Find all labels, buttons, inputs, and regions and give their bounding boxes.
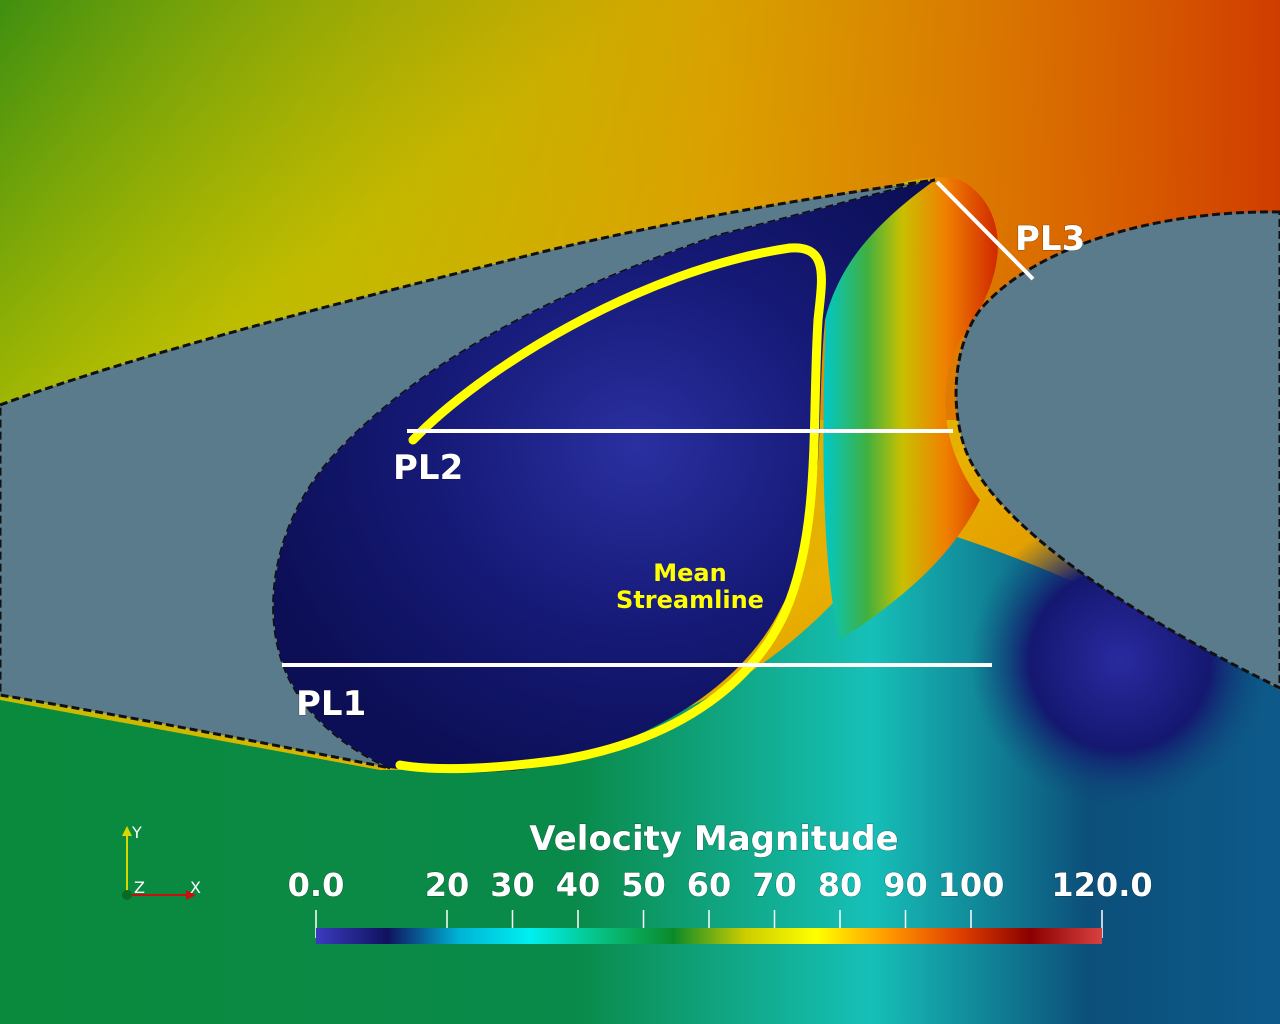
colorbar-tick-label: 50 (621, 866, 666, 904)
streamline-label-line1: Mean (653, 559, 726, 587)
colorbar-tick-label: 30 (490, 866, 535, 904)
flow-field-lower (0, 520, 1280, 1024)
flap-element-solid (954, 210, 1280, 690)
triad-z-origin-icon (122, 890, 132, 900)
colorbar-ramp (316, 928, 1102, 944)
colorbar-tick-label: 100 (938, 866, 1005, 904)
colorbar-tick-label: 0.0 (288, 866, 345, 904)
label-pl2: PL2 (393, 448, 463, 488)
gap-flow-region (823, 177, 998, 641)
label-pl1: PL1 (296, 684, 366, 724)
triad-x-arrow-icon (186, 890, 196, 900)
streamline-label-line2: Streamline (616, 586, 764, 614)
colorbar-tick-label: 70 (752, 866, 797, 904)
colorbar-tick-label: 40 (556, 866, 601, 904)
colorbar-tick-label: 80 (818, 866, 863, 904)
triad-x-label: X (190, 878, 201, 897)
colorbar-ticks: 0.0 20 30 40 50 60 70 80 90 100 120.0 (287, 866, 1153, 938)
colorbar-tick-label: 120.0 (1051, 866, 1152, 904)
colorbar-title: Velocity Magnitude (529, 819, 898, 859)
colorbar: Velocity Magnitude 0.0 20 30 40 50 60 70 80 90 10… (287, 819, 1153, 944)
label-pl3: PL3 (1015, 219, 1085, 259)
colorbar-tick-label: 20 (425, 866, 470, 904)
axes-triad: Y Z X (122, 823, 201, 900)
recirculation-cavity (273, 180, 935, 773)
triad-y-arrow-icon (122, 826, 132, 836)
colorbar-tick-label: 60 (687, 866, 732, 904)
colorbar-tick-label: 90 (883, 866, 928, 904)
triad-y-label: Y (131, 823, 142, 842)
plane-line-pl3 (935, 180, 1035, 281)
mean-streamline (395, 243, 826, 774)
triad-z-label: Z (134, 878, 145, 897)
